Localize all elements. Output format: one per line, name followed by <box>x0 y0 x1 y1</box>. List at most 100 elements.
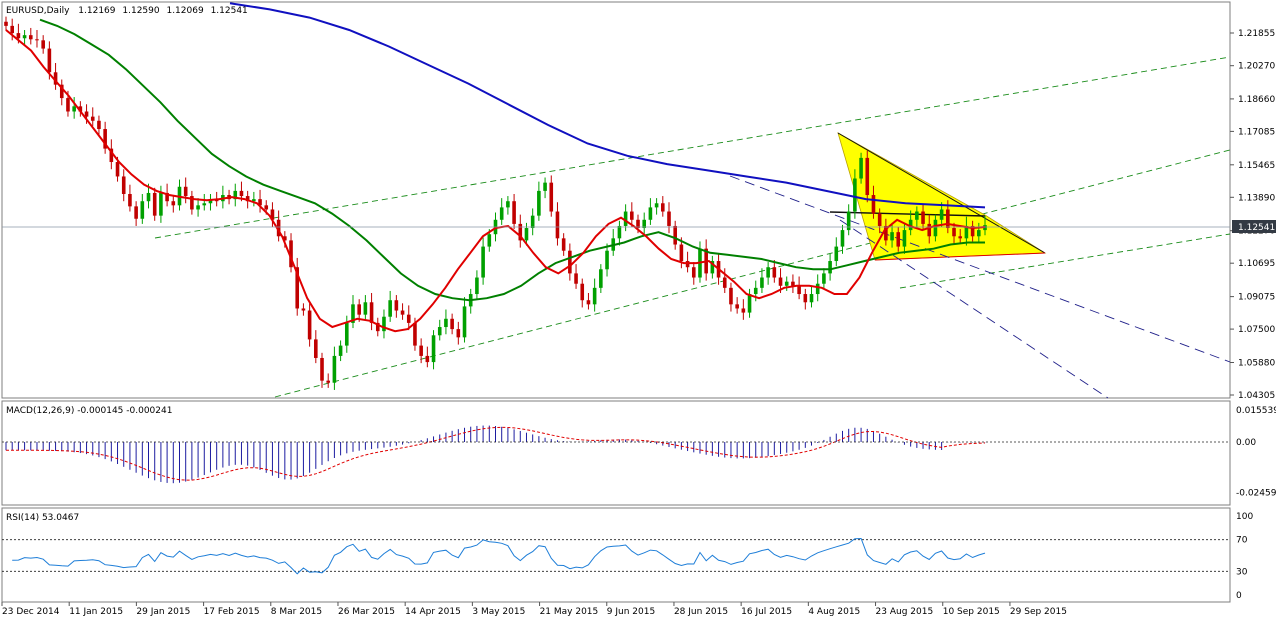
rsi-line <box>12 537 986 575</box>
candle-body <box>896 232 901 247</box>
candle-body <box>871 195 876 214</box>
candle-body <box>351 304 355 323</box>
candle-body <box>307 310 312 340</box>
time-tick-label: 29 Sep 2015 <box>1010 607 1067 617</box>
candlesticks <box>4 16 987 390</box>
candle-body <box>778 277 783 286</box>
candle-body <box>859 157 863 179</box>
time-tick-label: 9 Jun 2015 <box>607 607 655 617</box>
candle-body <box>784 281 789 286</box>
candle-body <box>363 302 368 315</box>
candle-body <box>59 84 64 99</box>
macd-tick-label: 0.00 <box>1236 438 1256 448</box>
price-axis: 1.21855 1.20270 1.18660 1.17085 1.15465 1.138… <box>1230 29 1275 401</box>
time-tick-label: 3 May 2015 <box>472 607 525 617</box>
candle-body <box>66 98 70 112</box>
candle-body <box>580 283 585 301</box>
candle-body <box>190 196 194 210</box>
candle-body <box>425 355 430 363</box>
symbol-header: EURUSD,Daily 1.12169 1.12590 1.12069 1.1… <box>6 6 248 16</box>
candle-body <box>72 106 76 112</box>
candle-body <box>4 21 8 26</box>
candle-body <box>208 199 213 204</box>
candle-body <box>394 300 399 311</box>
candle-body <box>35 39 39 41</box>
candle-body <box>605 250 609 270</box>
candle-body <box>159 192 163 216</box>
current-price-value: 1.12541 <box>1238 223 1275 233</box>
candle-body <box>561 238 566 251</box>
macd-label: MACD(12,26,9) -0.000145 -0.000241 <box>6 406 172 416</box>
current-price-tag <box>1232 220 1276 233</box>
candle-body <box>741 308 746 313</box>
time-tick-label: 23 Aug 2015 <box>876 607 934 617</box>
candle-body <box>729 287 733 305</box>
macd-signal-line <box>5 426 986 481</box>
candle-body <box>853 178 857 212</box>
candle-body <box>301 308 306 311</box>
candle-body <box>456 329 461 338</box>
price-tick-label: 1.04305 <box>1238 391 1275 401</box>
macd-panel-frame <box>1 400 1231 506</box>
candle-body <box>437 327 442 336</box>
candle-body <box>375 322 380 332</box>
candle-body <box>735 304 739 309</box>
candle-body <box>772 267 777 278</box>
candle-body <box>97 120 101 130</box>
candle-body <box>679 244 684 262</box>
candle-body <box>592 287 597 305</box>
candle-body <box>10 25 14 34</box>
candle-body <box>518 223 523 241</box>
symmetrical-triangle <box>829 132 1047 261</box>
price-tick-label: 1.05880 <box>1238 359 1275 369</box>
time-tick-label: 26 Mar 2015 <box>338 607 395 617</box>
candle-body <box>939 209 944 220</box>
price-tick-label: 1.07500 <box>1238 325 1275 335</box>
candle-body <box>630 211 634 220</box>
time-tick-label: 29 Jan 2015 <box>136 607 190 617</box>
candle-body <box>568 250 572 274</box>
channel-line <box>899 233 1231 289</box>
symbol-name: EURUSD,Daily <box>6 6 70 16</box>
candle-body <box>512 201 516 224</box>
candle-body <box>326 380 331 383</box>
candle-body <box>760 277 764 288</box>
macd-tick-label: 0.015539 <box>1236 406 1276 416</box>
candle-body <box>47 48 52 73</box>
candle-body <box>877 213 882 226</box>
candle-body <box>444 318 448 328</box>
candle-body <box>834 246 839 262</box>
candle-body <box>970 225 975 237</box>
candle-body <box>915 211 919 220</box>
descending-dashed-trendlines <box>729 175 1231 399</box>
candle-body <box>537 190 541 216</box>
candle-body <box>369 302 374 323</box>
candle-body <box>753 287 758 295</box>
moving-averages <box>5 2 986 333</box>
candle-body <box>617 225 622 239</box>
candle-body <box>654 203 659 208</box>
dashed-trendline <box>839 219 1109 399</box>
candle-body <box>78 106 83 112</box>
candle-body <box>791 281 795 286</box>
dashed-trendline <box>729 175 1231 363</box>
candle-body <box>574 273 578 284</box>
candle-body <box>233 190 238 200</box>
time-tick-label: 11 Jan 2015 <box>69 607 123 617</box>
candle-body <box>809 294 814 303</box>
candle-body <box>196 205 200 210</box>
time-axis: 23 Dec 2014 11 Jan 2015 29 Jan 2015 17 Feb … <box>1 602 1067 617</box>
candle-body <box>865 157 870 196</box>
candle-body <box>239 190 244 197</box>
time-tick-label: 14 Apr 2015 <box>405 607 461 617</box>
candle-body <box>252 199 256 202</box>
candle-body <box>171 201 176 206</box>
candle-body <box>28 35 33 40</box>
price-tick-label: 1.21855 <box>1238 29 1275 39</box>
candle-body <box>103 129 107 149</box>
triangle-resistance <box>829 211 986 217</box>
ma-slow-line <box>229 2 986 209</box>
candle-body <box>660 203 665 212</box>
candle-body <box>481 246 485 278</box>
candle-body <box>84 111 89 117</box>
